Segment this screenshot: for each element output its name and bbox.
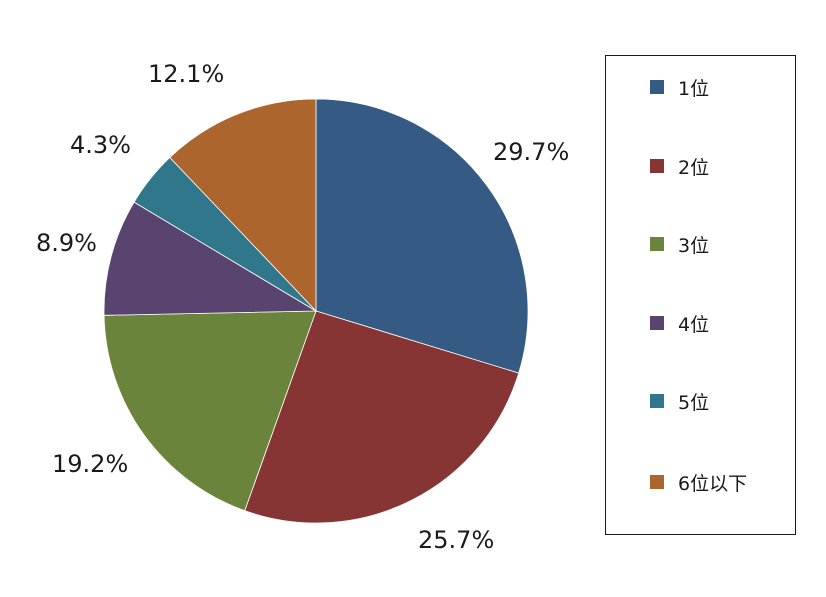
pie-slice-3 xyxy=(103,310,317,512)
pie-slice-6 xyxy=(169,98,317,312)
pie-slice-2 xyxy=(244,310,520,524)
legend-label-3: 3位 xyxy=(678,234,710,257)
legend-item-5: 5位 xyxy=(650,389,710,414)
pie-slice-1 xyxy=(315,98,529,374)
slice-value-label-4: 8.9% xyxy=(36,229,97,257)
legend-swatch-2 xyxy=(650,159,664,173)
legend-item-6: 6位以下 xyxy=(650,470,748,495)
legend-swatch-3 xyxy=(650,237,664,251)
slice-value-label-1: 29.7% xyxy=(493,138,570,166)
legend-label-2: 2位 xyxy=(678,156,710,179)
slice-value-label-3: 19.2% xyxy=(52,450,129,478)
slice-value-label-2: 25.7% xyxy=(418,526,495,554)
pie-slice-4 xyxy=(103,201,318,316)
legend-label-5: 5位 xyxy=(678,391,710,414)
legend-swatch-1 xyxy=(650,80,664,94)
legend-label-4: 4位 xyxy=(678,313,710,336)
legend-item-1: 1位 xyxy=(650,75,710,100)
legend-item-2: 2位 xyxy=(650,154,710,179)
legend-swatch-5 xyxy=(650,394,664,408)
chart-legend: 1位 2位 3位 4位 5位 6位以下 xyxy=(605,55,796,535)
legend-item-4: 4位 xyxy=(650,311,710,336)
legend-swatch-6 xyxy=(650,475,664,489)
legend-label-6: 6位以下 xyxy=(678,472,748,495)
legend-label-1: 1位 xyxy=(678,77,710,100)
legend-swatch-4 xyxy=(650,316,664,330)
legend-item-3: 3位 xyxy=(650,232,710,257)
slice-value-label-6: 12.1% xyxy=(148,60,225,88)
slice-value-label-5: 4.3% xyxy=(70,131,131,159)
